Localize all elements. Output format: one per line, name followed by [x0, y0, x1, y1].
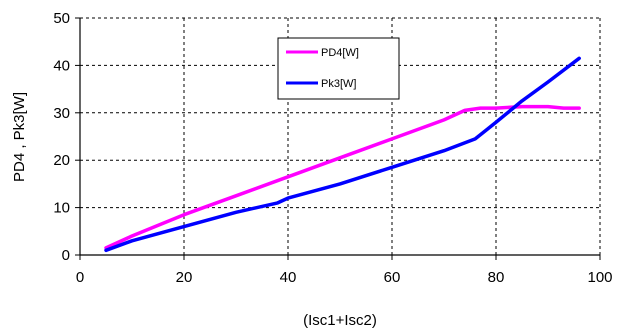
y-tick-label: 50 [53, 10, 70, 27]
axes [79, 18, 600, 256]
x-tick-label: 40 [280, 269, 297, 286]
legend-box [277, 37, 400, 100]
legend: PD4[W] Pk3[W] [277, 37, 400, 100]
y-tick-label: 20 [53, 152, 70, 169]
x-tick-label: 20 [176, 269, 193, 286]
y-tick-label: 40 [53, 57, 70, 74]
legend-label-pd4: PD4[W] [321, 47, 359, 59]
x-tick-label: 0 [76, 269, 84, 286]
legend-label-pk3: Pk3[W] [321, 78, 356, 90]
y-axis-title: PD4 , Pk3[W] [11, 92, 28, 182]
x-axis-title: (Isc1+Isc2) [303, 312, 377, 329]
y-tick-label: 10 [53, 200, 70, 217]
data-series [104, 56, 581, 253]
series-line-pd4 [104, 104, 581, 250]
x-tick-label: 100 [587, 269, 612, 286]
y-tick-label: 30 [53, 105, 70, 122]
x-tick-label: 80 [488, 269, 505, 286]
series-line-pk3 [104, 56, 581, 253]
x-tick-label: 60 [384, 269, 401, 286]
axis-ticks: 0 20 40 60 80 100 0 10 20 30 40 50 [53, 10, 612, 286]
y-tick-label: 0 [62, 247, 70, 264]
